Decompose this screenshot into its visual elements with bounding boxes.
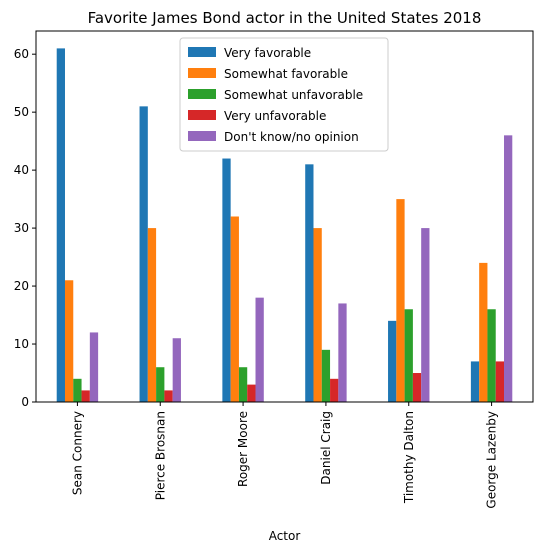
bar-somewhat-favorable-george-lazenby — [479, 262, 488, 403]
bar-very-unfavorable-pierce-brosnan — [164, 390, 173, 402]
x-tick-label-pierce-brosnan: Pierce Brosnan — [153, 411, 167, 500]
x-tick-label-daniel-craig: Daniel Craig — [319, 411, 333, 485]
legend-label-somewhat-unfavorable: Somewhat unfavorable — [224, 88, 363, 102]
bar-somewhat-unfavorable-roger-moore — [238, 367, 248, 402]
legend-swatch-somewhat-unfavorable — [188, 89, 216, 99]
y-tick-label: 50 — [14, 105, 29, 119]
bar-somewhat-favorable-roger-moore — [230, 216, 239, 402]
bar-very-unfavorable-daniel-craig — [330, 378, 339, 402]
bar-somewhat-unfavorable-sean-connery — [73, 378, 82, 402]
bar-very-unfavorable-george-lazenby — [495, 361, 505, 402]
x-tick-label-timothy-dalton: Timothy Dalton — [402, 411, 416, 504]
bar-very-favorable-timothy-dalton — [388, 320, 397, 402]
x-axis: Sean Connery Pierce Brosnan Roger Moore Dan… — [70, 402, 499, 509]
bar-very-favorable-george-lazenby — [470, 361, 480, 402]
y-tick-label: 60 — [14, 47, 29, 61]
legend-swatch-very-favorable — [188, 47, 216, 57]
legend-label-don-t-know-no-opinion: Don't know/no opinion — [224, 130, 359, 144]
legend-box — [179, 37, 389, 152]
x-tick-label-roger-moore: Roger Moore — [236, 411, 250, 487]
legend-swatch-somewhat-favorable — [188, 68, 216, 78]
bar-very-unfavorable-timothy-dalton — [412, 373, 422, 402]
legend: Very favorable Somewhat favorable Somewhat… — [179, 37, 389, 152]
bar-don-t-know-no-opinion-roger-moore — [255, 297, 264, 402]
bar-don-t-know-no-opinion-daniel-craig — [338, 303, 347, 402]
plot-frame — [35, 30, 534, 403]
chart-title: Favorite James Bond actor in the United … — [88, 9, 482, 27]
y-tick-label: 10 — [14, 337, 29, 351]
legend-swatch-very-unfavorable — [188, 110, 216, 120]
bar-somewhat-unfavorable-timothy-dalton — [404, 309, 413, 402]
y-tick-label: 20 — [14, 279, 29, 293]
bar-somewhat-favorable-timothy-dalton — [396, 199, 405, 402]
bar-don-t-know-no-opinion-sean-connery — [89, 332, 99, 402]
y-tick-label: 30 — [14, 221, 29, 235]
bar-somewhat-unfavorable-daniel-craig — [321, 349, 331, 402]
bar-don-t-know-no-opinion-timothy-dalton — [421, 228, 430, 402]
legend-label-very-unfavorable: Very unfavorable — [224, 109, 326, 123]
bar-somewhat-favorable-sean-connery — [64, 280, 74, 402]
bar-very-favorable-pierce-brosnan — [139, 106, 148, 403]
x-axis-label: Actor — [269, 529, 301, 543]
legend-label-very-favorable: Very favorable — [224, 46, 311, 60]
bars-group — [56, 48, 513, 403]
bar-don-t-know-no-opinion-pierce-brosnan — [172, 338, 181, 402]
bar-somewhat-unfavorable-pierce-brosnan — [156, 367, 165, 402]
bar-don-t-know-no-opinion-george-lazenby — [504, 135, 513, 402]
y-axis: 0 10 20 30 40 50 60 — [14, 47, 36, 409]
bar-very-favorable-sean-connery — [56, 48, 65, 402]
bar-somewhat-favorable-pierce-brosnan — [147, 228, 157, 402]
bar-somewhat-favorable-daniel-craig — [313, 228, 322, 402]
y-tick-label: 40 — [14, 163, 29, 177]
bar-very-favorable-roger-moore — [222, 158, 231, 402]
legend-swatch-don-t-know-no-opinion — [188, 131, 216, 141]
bar-very-unfavorable-sean-connery — [81, 390, 90, 402]
y-tick-label: 0 — [21, 395, 29, 409]
x-tick-label-sean-connery: Sean Connery — [70, 411, 84, 495]
bar-very-unfavorable-roger-moore — [247, 384, 256, 402]
bar-very-favorable-daniel-craig — [305, 164, 314, 402]
x-tick-label-george-lazenby: George Lazenby — [485, 411, 499, 509]
bar-somewhat-unfavorable-george-lazenby — [487, 309, 496, 402]
legend-label-somewhat-favorable: Somewhat favorable — [224, 67, 348, 81]
